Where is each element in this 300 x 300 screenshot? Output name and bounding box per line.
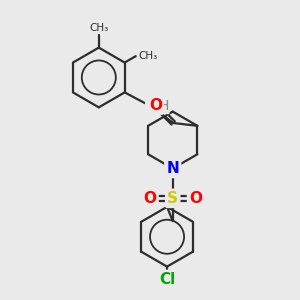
Text: CH₃: CH₃ (138, 51, 157, 61)
Text: N: N (167, 161, 179, 176)
Text: Cl: Cl (159, 272, 175, 287)
Text: O: O (189, 191, 202, 206)
Text: N: N (146, 99, 159, 114)
Text: S: S (167, 191, 178, 206)
Text: CH₃: CH₃ (89, 22, 108, 32)
Text: H: H (158, 100, 169, 113)
Text: O: O (149, 98, 162, 112)
Text: O: O (143, 191, 157, 206)
